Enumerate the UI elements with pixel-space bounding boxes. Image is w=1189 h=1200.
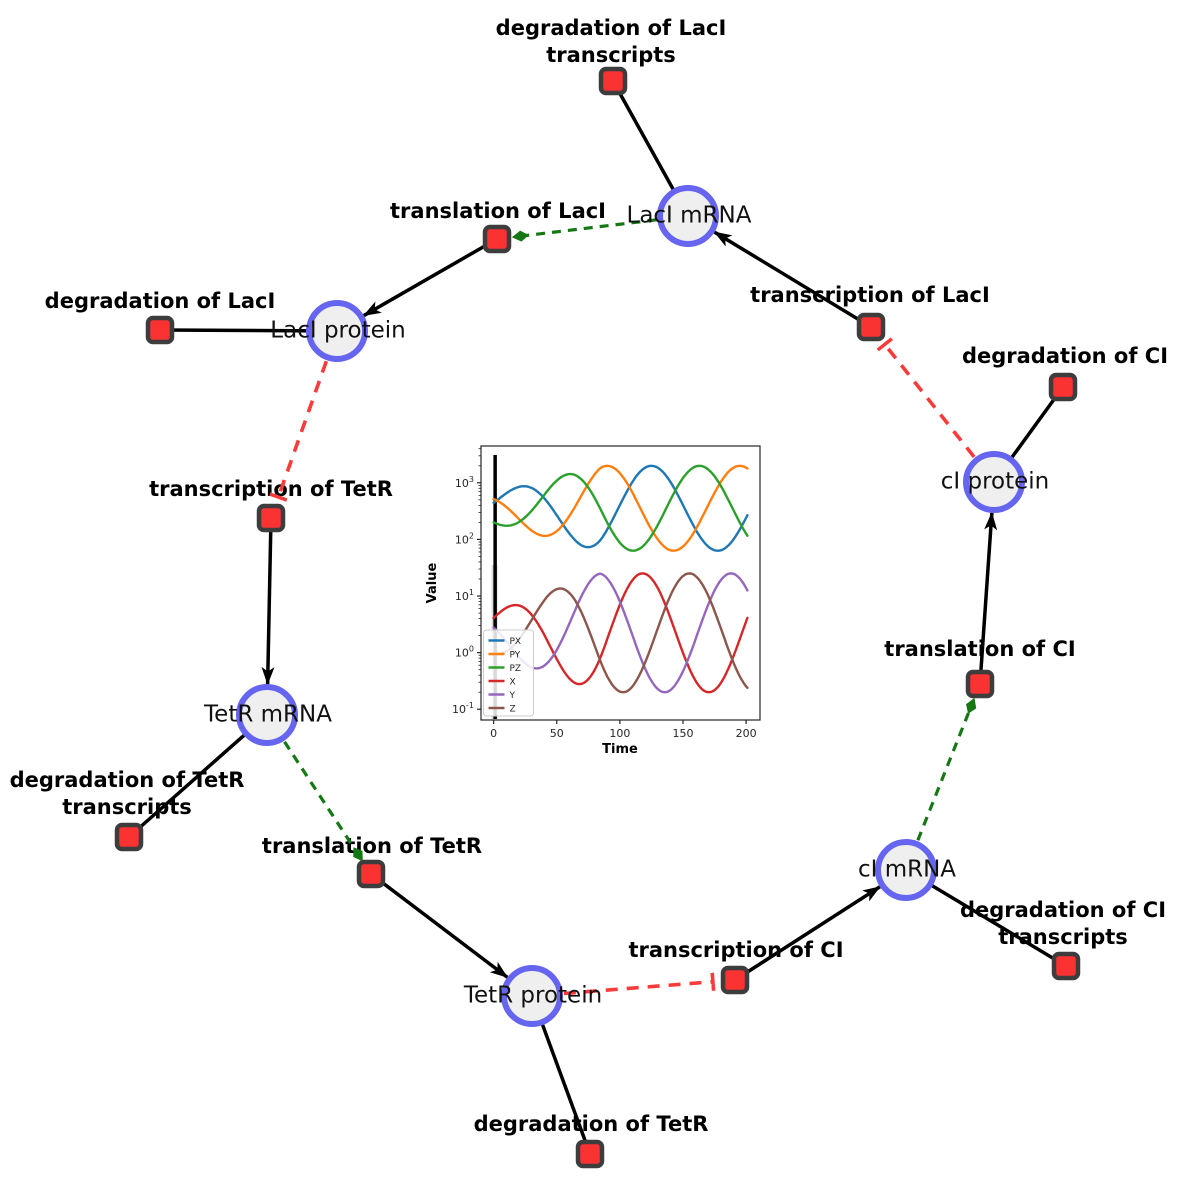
chart-ytick-label: 102	[455, 531, 474, 546]
reaction-label-trl_tetr: translation of TetR	[262, 834, 482, 858]
edge-catalysis-laci_mrna-trl_laci	[511, 218, 657, 242]
chart-series-Y	[492, 572, 749, 694]
reaction-label-txn_laci: transcription of LacI	[750, 283, 990, 307]
edge-plain-ci_mrna-deg_ci_tx	[905, 868, 1067, 968]
legend-label-X: X	[510, 678, 516, 688]
chart-plot-border	[480, 445, 761, 721]
timecourse-inset-chart: 0 50 100 150 200 10-1 100 101 102 103 PX PY PZ XYZ Ti…	[425, 445, 761, 757]
species-node-ci_protein[interactable]	[963, 451, 1025, 513]
reaction-label-deg_laci_tx: transcripts	[546, 43, 676, 67]
chart-ytick-label: 101	[455, 588, 474, 603]
chart-ytick-label: 100	[455, 645, 474, 660]
chart-series-PZ	[492, 464, 749, 552]
species-node-laci_mrna[interactable]	[657, 185, 719, 247]
edge-inhibition-tetr_protein-txn_ci	[563, 972, 716, 996]
legend-label-PX: PX	[510, 637, 522, 647]
edge-inhibition-laci_protein-txn_tetr	[269, 360, 329, 502]
edge-arrow-txn_laci-laci_mrna	[713, 230, 872, 329]
edge-arrow-txn_tetr-tetr_mrna	[261, 517, 275, 686]
reaction-node-deg_tetr_tx[interactable]	[114, 822, 144, 852]
reaction-node-txn_tetr[interactable]	[256, 503, 286, 533]
chart-xtick-label: 0	[490, 727, 497, 740]
reaction-label-deg_ci_tx: degradation of CI	[960, 898, 1166, 922]
reaction-label-deg_ci: degradation of CI	[962, 344, 1168, 368]
reaction-node-deg_ci_tx[interactable]	[1051, 951, 1081, 981]
reaction-label-trl_laci: translation of LacI	[390, 199, 606, 223]
reaction-label-txn_tetr: transcription of TetR	[149, 477, 393, 501]
reaction-node-deg_ci[interactable]	[1048, 372, 1078, 402]
chart-ytick-label: 103	[455, 475, 474, 490]
chart-yaxis-label: Value	[425, 562, 440, 603]
edge-arrow-trl_tetr-tetr_protein	[369, 872, 509, 979]
reaction-node-trl_ci[interactable]	[965, 669, 995, 699]
edge-catalysis-ci_mrna-trl_ci	[916, 697, 977, 841]
reaction-label-deg_tetr_tx: degradation of TetR	[10, 768, 245, 792]
edge-arrow-trl_ci-ci_protein	[978, 511, 998, 685]
reaction-label-deg_laci: degradation of LacI	[45, 289, 276, 313]
edge-inhibition-ci_protein-txn_laci	[876, 337, 976, 459]
reaction-node-txn_laci[interactable]	[856, 312, 886, 342]
reaction-node-deg_laci[interactable]	[145, 315, 175, 345]
legend-label-Y: Y	[509, 691, 516, 701]
chart-xtick-label: 100	[609, 727, 630, 740]
edge-catalysis-tetr_mrna-trl_tetr	[283, 740, 364, 862]
chart-xaxis-label: Time	[602, 742, 638, 757]
reaction-node-txn_ci[interactable]	[720, 965, 750, 995]
legend-label-PZ: PZ	[510, 664, 522, 674]
edge-arrow-trl_laci-laci_protein	[363, 237, 498, 318]
reaction-node-deg_laci_tx[interactable]	[598, 66, 628, 96]
species-node-tetr_protein[interactable]	[501, 965, 563, 1027]
species-label-ci_mrna: cI mRNA	[858, 857, 956, 883]
species-label-ci_protein: cI protein	[941, 469, 1050, 495]
reaction-label-deg_tetr: degradation of TetR	[474, 1112, 709, 1136]
chart-xtick-label: 50	[550, 727, 564, 740]
chart-series-Z	[492, 572, 749, 694]
chart-ytick-label: 10-1	[452, 701, 474, 716]
legend-label-PY: PY	[510, 651, 521, 661]
reaction-node-trl_tetr[interactable]	[356, 859, 386, 889]
chart-series-PX	[492, 464, 749, 552]
chart-xtick-label: 150	[672, 727, 693, 740]
species-node-ci_mrna[interactable]	[875, 839, 937, 901]
reaction-label-txn_ci: transcription of CI	[628, 938, 843, 962]
reaction-node-deg_tetr[interactable]	[575, 1139, 605, 1169]
species-label-tetr_protein: TetR protein	[463, 983, 602, 1009]
reaction-label-deg_laci_tx: degradation of LacI	[496, 16, 727, 40]
chart-xtick-label: 200	[736, 727, 757, 740]
reaction-node-trl_laci[interactable]	[482, 224, 512, 254]
nodes-layer	[114, 66, 1081, 1169]
species-node-laci_protein[interactable]	[306, 300, 368, 362]
species-node-tetr_mrna[interactable]	[236, 684, 298, 746]
chart-series-PY	[492, 464, 749, 552]
species-label-laci_mrna: LacI mRNA	[627, 203, 752, 229]
species-label-tetr_mrna: TetR mRNA	[203, 702, 332, 728]
chart-legend-box	[483, 629, 534, 717]
species-labels-layer: LacI mRNA LacI protein TetR mRNA TetR prote…	[203, 203, 1049, 1009]
edge-arrow-txn_ci-ci_mrna	[734, 885, 881, 982]
reaction-label-trl_ci: translation of CI	[884, 637, 1075, 661]
reaction-labels-layer: degradation of LacI transcripts translatio…	[10, 16, 1168, 1136]
legend-label-Z: Z	[510, 705, 516, 715]
species-label-laci_protein: LacI protein	[270, 318, 405, 344]
